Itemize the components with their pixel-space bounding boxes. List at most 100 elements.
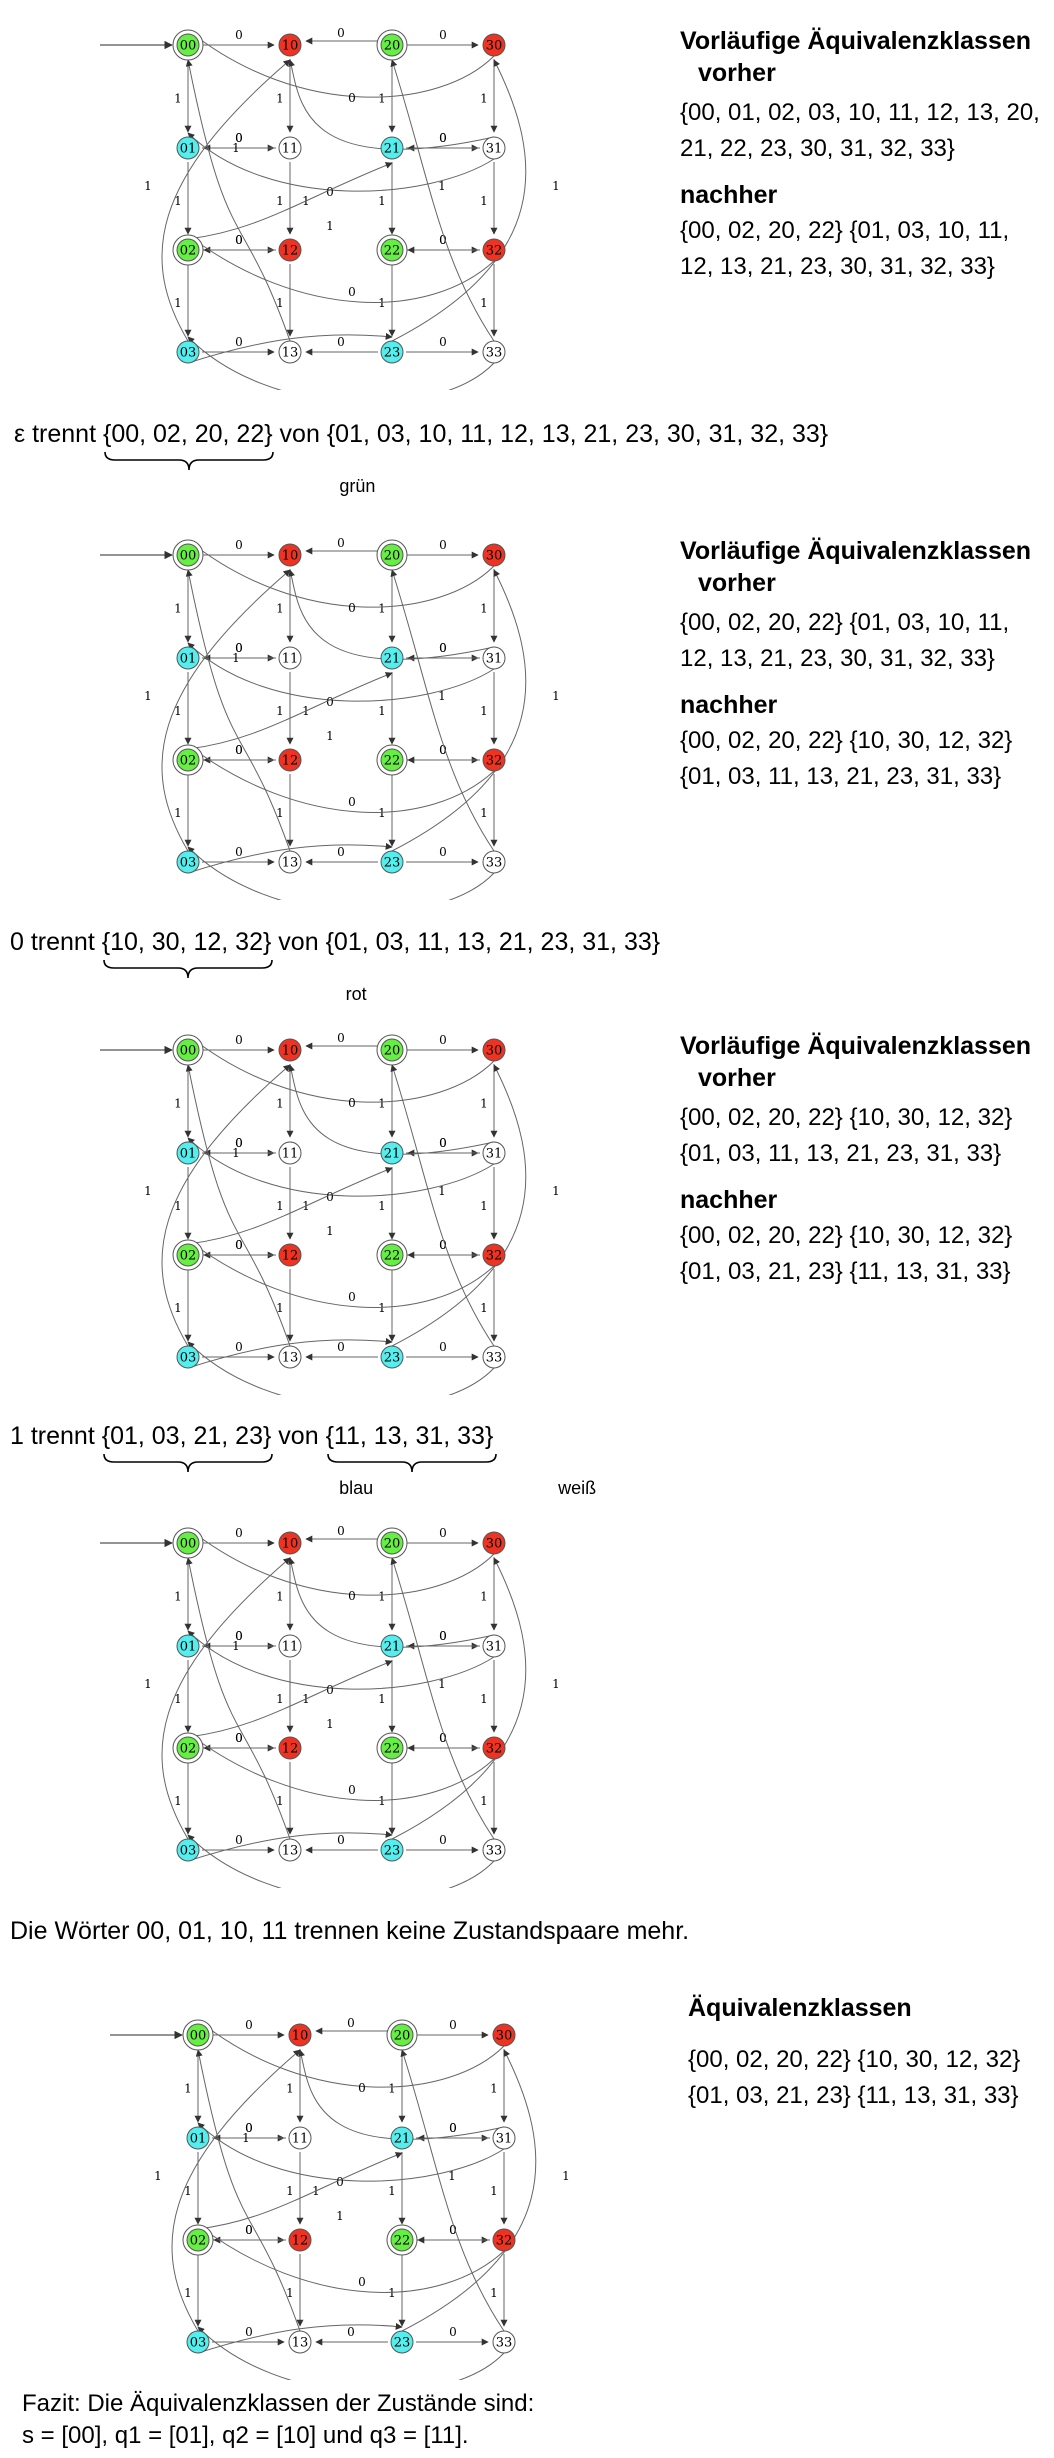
group-color-label: weiß xyxy=(558,1478,597,1498)
transition-label: 1 xyxy=(174,1590,182,1604)
transition-label: 1 xyxy=(326,219,334,233)
state-node-22: 22 xyxy=(386,2224,418,2256)
state-node-00: 00 xyxy=(172,1034,204,1066)
automaton-diagram-2: 0000000001111111111110000111100000110010… xyxy=(0,510,640,900)
panel-title: Vorläufige Äquivalenzklassen xyxy=(680,537,1032,565)
state-node-30: 30 xyxy=(492,2023,516,2047)
svg-text:11: 11 xyxy=(282,652,299,667)
transition-label: 0 xyxy=(439,233,447,247)
svg-text:23: 23 xyxy=(394,2336,411,2351)
transition-label: 0 xyxy=(235,743,243,757)
transition-label: 0 xyxy=(326,1190,334,1204)
transition-label: 1 xyxy=(174,1794,182,1808)
transition-label: 1 xyxy=(144,1184,152,1198)
transition-label: 0 xyxy=(439,845,447,859)
conclusion-line-1: Fazit: Die Äquivalenzklassen der Zuständ… xyxy=(22,2390,535,2417)
transition-label: 0 xyxy=(337,335,345,349)
transition-label: 0 xyxy=(336,2175,344,2189)
underbrace-icon xyxy=(326,1453,497,1473)
transition-label: 0 xyxy=(337,1524,345,1538)
separated-group-text: {10, 30, 12, 32} xyxy=(101,928,272,956)
transition-arrow xyxy=(288,1557,495,1648)
transition-label: 0 xyxy=(348,1096,356,1110)
svg-text:32: 32 xyxy=(486,1249,503,1264)
svg-text:10: 10 xyxy=(282,1044,299,1059)
transition-arrow xyxy=(187,1034,495,1103)
separation-line-3: 1 trennt {01, 03, 21, 23} blau von {11, … xyxy=(10,1420,596,1498)
state-node-02: 02 xyxy=(172,1732,204,1764)
transition-arrow xyxy=(288,59,495,150)
final-classes: {00, 02, 20, 22} {10, 30, 12, 32} {01, 0… xyxy=(688,2046,1021,2109)
svg-text:11: 11 xyxy=(292,2132,309,2147)
transition-label: 0 xyxy=(245,2121,253,2135)
no-more-separation-text: Die Wörter 00, 01, 10, 11 trennen keine … xyxy=(10,1917,690,1945)
state-node-23: 23 xyxy=(380,1838,404,1862)
after-classes: {00, 02, 20, 22} {01, 03, 10, 11, 12, 13… xyxy=(680,217,1010,280)
transition-label: 1 xyxy=(184,2286,192,2300)
transition-label: 1 xyxy=(378,296,386,310)
after-label: nachher xyxy=(680,181,778,209)
state-node-32: 32 xyxy=(482,238,506,262)
transition-arrow xyxy=(197,2224,505,2293)
transition-label: 0 xyxy=(439,1731,447,1745)
svg-text:31: 31 xyxy=(486,652,503,667)
transition-label: 1 xyxy=(438,1184,446,1198)
transition-label: 1 xyxy=(276,806,284,820)
transition-label: 0 xyxy=(235,1731,243,1745)
transition-arrow xyxy=(161,59,291,342)
transition-label: 0 xyxy=(348,389,356,390)
transition-label: 1 xyxy=(326,1224,334,1238)
separation-line-1: ε trennt {00, 02, 20, 22} grün von {01, … xyxy=(14,418,828,496)
transition-label: 1 xyxy=(490,2286,498,2300)
svg-text:01: 01 xyxy=(180,652,197,667)
state-node-03: 03 xyxy=(186,2330,210,2354)
state-node-01: 01 xyxy=(176,1141,200,1165)
svg-text:30: 30 xyxy=(486,39,503,54)
svg-text:03: 03 xyxy=(180,346,197,361)
state-node-33: 33 xyxy=(482,340,506,364)
svg-text:33: 33 xyxy=(486,1844,503,1859)
state-node-30: 30 xyxy=(482,543,506,567)
state-node-30: 30 xyxy=(482,1038,506,1062)
state-node-20: 20 xyxy=(376,539,408,571)
transition-arrow xyxy=(390,59,495,342)
transition-label: 0 xyxy=(358,2379,366,2380)
transition-label: 1 xyxy=(490,2082,498,2096)
svg-text:22: 22 xyxy=(384,1742,401,1757)
panel-title: Vorläufige Äquivalenzklassen xyxy=(680,27,1032,55)
svg-text:30: 30 xyxy=(486,549,503,564)
separation-rest: {01, 03, 11, 13, 21, 23, 31, 33} xyxy=(325,928,661,956)
transition-label: 1 xyxy=(480,1097,488,1111)
svg-text:21: 21 xyxy=(384,1640,401,1655)
transition-label: 0 xyxy=(449,2018,457,2032)
svg-text:13: 13 xyxy=(282,1351,299,1366)
automaton-diagram-3: 0000000001111111111110000111100000110010… xyxy=(0,1005,640,1395)
state-node-33: 33 xyxy=(482,850,506,874)
transition-label: 1 xyxy=(378,704,386,718)
svg-text:03: 03 xyxy=(180,1844,197,1859)
state-node-31: 31 xyxy=(482,1634,506,1658)
transition-label: 0 xyxy=(449,2121,457,2135)
state-node-23: 23 xyxy=(390,2330,414,2354)
transition-label: 0 xyxy=(348,1783,356,1797)
state-node-02: 02 xyxy=(182,2224,214,2256)
svg-text:30: 30 xyxy=(496,2029,513,2044)
state-node-30: 30 xyxy=(482,33,506,57)
transition-label: 0 xyxy=(337,26,345,40)
state-node-02: 02 xyxy=(172,744,204,776)
state-node-22: 22 xyxy=(376,1239,408,1271)
transition-arrow xyxy=(197,2152,403,2230)
transition-label: 1 xyxy=(552,1677,560,1691)
transition-label: 1 xyxy=(174,602,182,616)
transition-label: 0 xyxy=(439,1136,447,1150)
svg-text:00: 00 xyxy=(180,1044,197,1059)
separated-group: {01, 03, 21, 23} blau xyxy=(102,1420,373,1498)
transition-label: 1 xyxy=(378,1097,386,1111)
svg-text:12: 12 xyxy=(282,1249,299,1264)
transition-arrow xyxy=(391,59,527,342)
transition-label: 1 xyxy=(174,92,182,106)
transition-arrow xyxy=(390,1557,495,1840)
transition-arrow xyxy=(185,59,291,342)
transition-label: 1 xyxy=(378,1590,386,1604)
after-classes: {00, 02, 20, 22} {10, 30, 12, 32} {01, 0… xyxy=(680,1222,1013,1285)
